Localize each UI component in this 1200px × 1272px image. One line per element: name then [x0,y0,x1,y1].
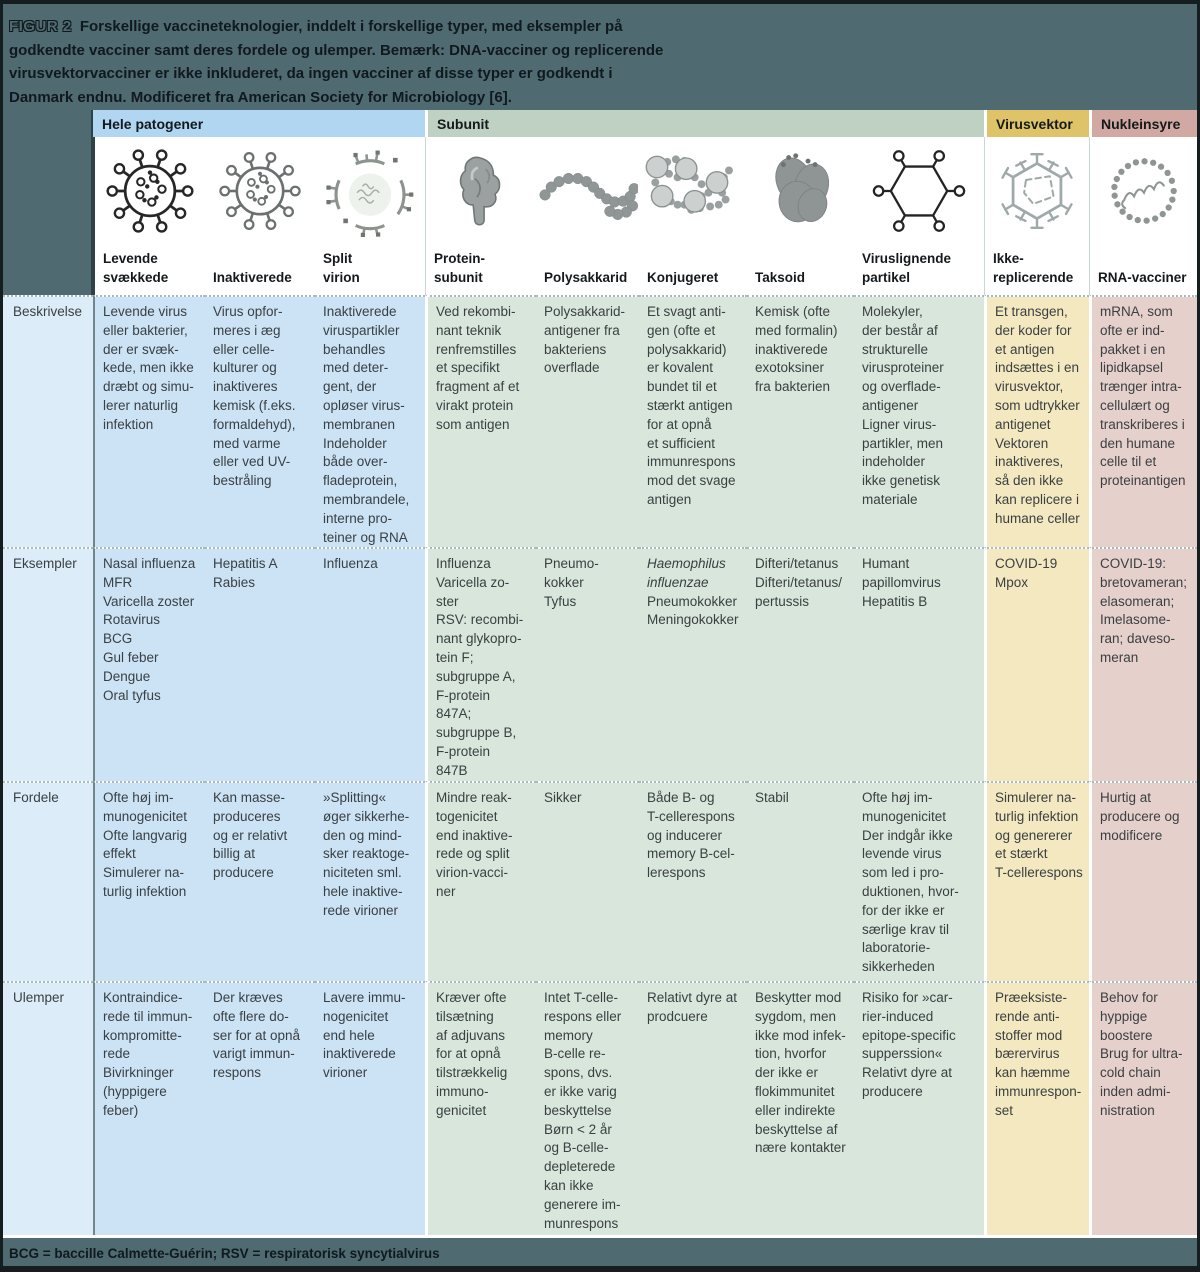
fordele-protein-subunit: Mindre reak- togenicitet end inaktive- r… [425,781,536,981]
eksempler-inaktiverede: Hepatitis A Rabies [205,547,315,781]
eksempler-ikke-replicerende: COVID-19 Mpox [984,547,1089,781]
fordele-split-virion: »Splitting« øger sikkerhe- den og mind- … [315,781,425,981]
row-label-beskrivelse: Beskrivelse [3,295,93,547]
ulemper-levende-svaekkede: Kontraindice- rede til immun- kompromitt… [93,981,205,1235]
column-header-split-virion: Split virion [315,245,425,295]
ulemper-split-virion: Lavere immu- nogenicitet end hele inakti… [315,981,425,1235]
ulemper-viruslignende-partikel: Risiko for »car- rier-induced epitope-sp… [854,981,984,1235]
ulemper-polysakkarid: Intet T-celle- respons eller memory B-ce… [536,981,639,1235]
vaccine-table: Hele patogener Subunit Virusvektor Nukle… [3,110,1197,1238]
beskrivelse-inaktiverede: Virus opfor- meres i æg eller celle- kul… [205,295,315,547]
toxoid-cluster-icon [774,153,829,223]
fordele-rna-vacciner: Hurtig at producere og modificere [1089,781,1197,981]
category-nukleinsyre: Nukleinsyre [1089,110,1197,137]
fordele-ikke-replicerende: Simulerer na- turlig infektion og genere… [984,781,1089,981]
live-attenuated-virus-icon [106,149,194,233]
column-header-ikke-replicerende: Ikke- replicerende [984,245,1089,295]
abbreviation-note: BCG = baccille Calmette-Guérin; RSV = re… [9,1246,440,1261]
icon-cell [1089,137,1197,245]
icon-cell [536,137,639,245]
ulemper-konjugeret: Relativt dyre at prodcuere [639,981,747,1235]
beskrivelse-ikke-replicerende: Et transgen, der koder for et antigen in… [984,295,1089,547]
row-label-fordele: Fordele [3,781,93,981]
fordele-viruslignende-partikel: Ofte høj im- munogenicitet Der indgår ik… [854,781,984,981]
inactivated-virus-icon [219,152,301,230]
beskrivelse-konjugeret: Et svagt anti- gen (ofte et polysakkarid… [639,295,747,547]
split-virion-icon [326,150,414,237]
eksempler-rna-vacciner: COVID-19: bretovameran; elasomeran; Imel… [1089,547,1197,781]
column-header-polysakkarid: Polysakkarid [536,245,639,295]
corner-spacer [3,137,93,245]
column-header-protein-subunit: Protein- subunit [425,245,536,295]
eksempler-taksoid: Difteri/tetanus Difteri/tetanus/ pertuss… [747,547,854,781]
polysaccharide-chain-icon [538,172,638,220]
icon-cell [984,137,1089,245]
fordele-polysakkarid: Sikker [536,781,639,981]
eksempler-konjugeret: Haemophilus influenzae Pneumokokker Menin… [639,547,747,781]
beskrivelse-levende-svaekkede: Levende virus eller bakterier, der er sv… [93,295,205,547]
corner-spacer [3,110,93,137]
eksempler-konjugeret-italic: Haemophilus influenzae [647,556,726,590]
beskrivelse-viruslignende-partikel: Molekyler, der består af strukturelle vi… [854,295,984,547]
eksempler-konjugeret-rest: Pneumokokker Meningokokker [647,593,739,628]
fordele-levende-svaekkede: Ofte høj im- munogenicitet Ofte langvari… [93,781,205,981]
eksempler-protein-subunit: Influenza Varicella zo- ster RSV: recomb… [425,547,536,781]
row-label-eksempler: Eksempler [3,547,93,781]
eksempler-polysakkarid: Pneumo- kokker Tyfus [536,547,639,781]
column-header-rna-vacciner: RNA-vacciner [1089,245,1197,295]
icon-cell [93,137,205,245]
figure-caption: FIGUR 2 Forskellige vaccineteknologier, … [3,4,1197,110]
eksempler-split-virion: Influenza [315,547,425,781]
ulemper-rna-vacciner: Behov for hyppige boostere Brug for ultr… [1089,981,1197,1235]
beskrivelse-rna-vacciner: mRNA, som ofte er ind- pakket i en lipid… [1089,295,1197,547]
protein-subunit-icon [459,156,501,226]
beskrivelse-split-virion: Inaktiverede viruspartikler behandles me… [315,295,425,547]
fordele-inaktiverede: Kan masse- produceres og er relativt bil… [205,781,315,981]
corner-spacer [3,245,93,295]
ulemper-taksoid: Beskytter mod sygdom, men ikke mod infek… [747,981,854,1235]
category-virusvektor: Virusvektor [984,110,1089,137]
icon-cell [425,137,536,245]
column-header-levende-svaekkede: Levende svækkede [93,245,205,295]
mrna-lipid-capsule-icon [1110,158,1177,224]
category-subunit: Subunit [425,110,984,137]
eksempler-levende-svaekkede: Nasal influenza MFR Varicella zoster Rot… [93,547,205,781]
icon-cell [747,137,854,245]
column-header-taksoid: Taksoid [747,245,854,295]
ulemper-ikke-replicerende: Præeksiste- rende anti- stoffer mod bære… [984,981,1089,1235]
row-label-ulemper: Ulemper [3,981,93,1235]
icon-cell [854,137,984,245]
fordele-konjugeret: Både B- og T-cellerespons og inducerer m… [639,781,747,981]
ulemper-inaktiverede: Der kræves ofte flere do- ser for at opn… [205,981,315,1235]
icon-cell [639,137,747,245]
beskrivelse-polysakkarid: Polysakkarid- antigener fra bakteriens o… [536,295,639,547]
column-header-inaktiverede: Inaktiverede [205,245,315,295]
icon-cell [315,137,425,245]
virus-like-particle-icon [872,150,966,232]
eksempler-viruslignende-partikel: Humant papillomvirus Hepatitis B [854,547,984,781]
column-header-konjugeret: Konjugeret [639,245,747,295]
category-hele-patogener: Hele patogener [93,110,425,137]
conjugate-chain-icon [645,155,733,214]
beskrivelse-taksoid: Kemisk (ofte med formalin) inaktiverede … [747,295,854,547]
fordele-taksoid: Stabil [747,781,854,981]
icon-cell [205,137,315,245]
non-replicating-vector-icon [1001,153,1073,229]
figure-caption-text: Forskellige vaccineteknologier, inddelt … [9,18,664,106]
beskrivelse-protein-subunit: Ved rekombi- nant teknik renfremstilles … [425,295,536,547]
column-header-viruslignende-partikel: Viruslignende partikel [854,245,984,295]
figure-label: FIGUR 2 [9,18,72,35]
ulemper-protein-subunit: Kræver ofte tilsætning af adjuvans for a… [425,981,536,1235]
